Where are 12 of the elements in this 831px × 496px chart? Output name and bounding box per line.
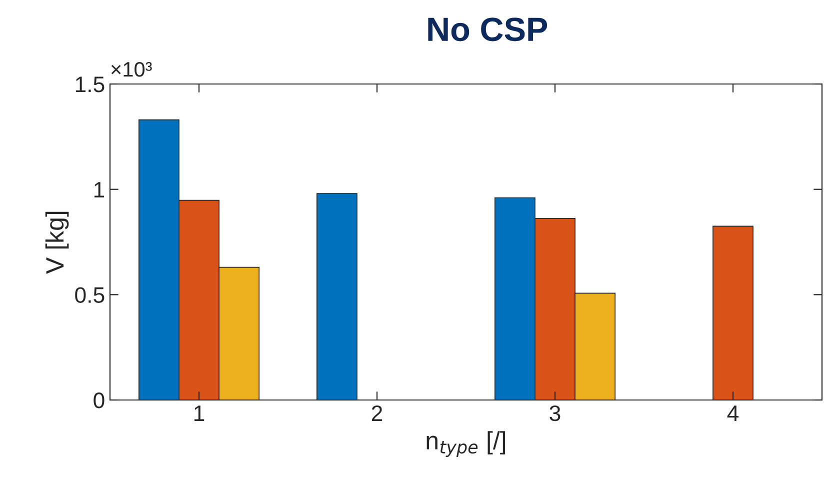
y-tick-label: 0 — [94, 392, 104, 408]
chart-title: No CSP — [428, 18, 548, 42]
x-tick-label: 1 — [194, 406, 204, 421]
y-tick-label: 1 — [94, 182, 104, 198]
y-tick-label: 0.5 — [75, 287, 104, 303]
text: ×10³ — [111, 62, 152, 77]
y-tick-label: 1.5 — [76, 76, 104, 92]
x-tick-label: 2 — [372, 405, 382, 421]
y-axis-title: V [kg] — [45, 212, 69, 274]
x-tick-label: 3 — [550, 405, 560, 422]
x-axis-title: n$_{type}$ [/] — [426, 431, 506, 457]
x-tick-label: 4 — [727, 406, 739, 421]
